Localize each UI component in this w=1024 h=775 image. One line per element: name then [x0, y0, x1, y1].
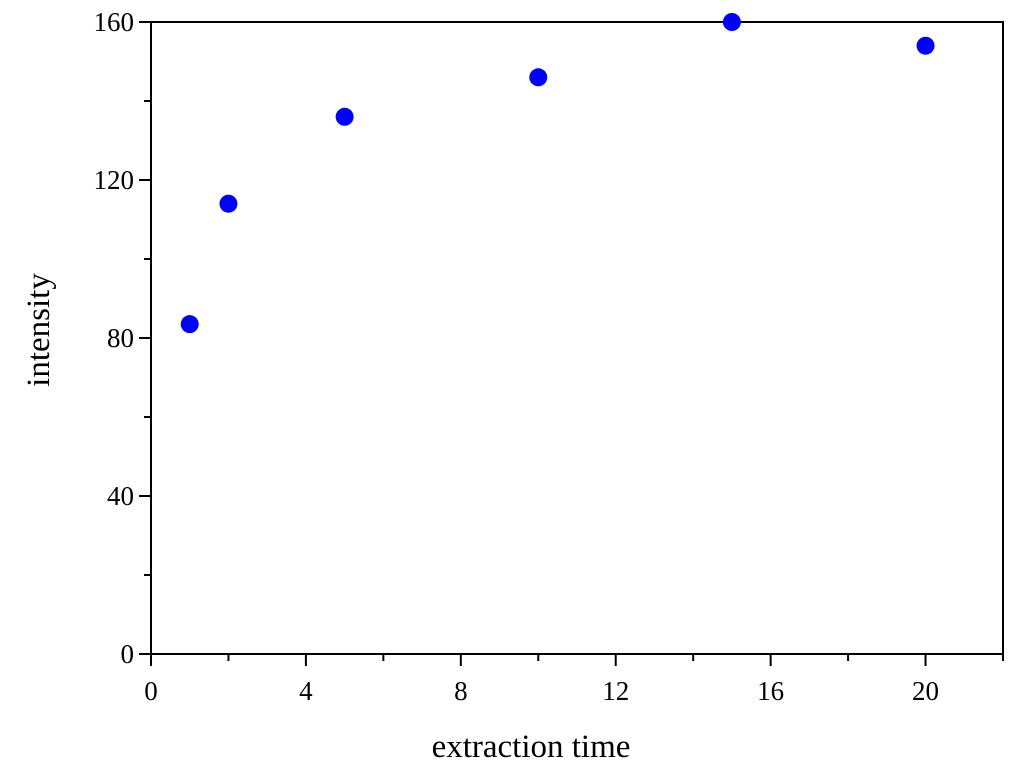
x-tick-label: 20	[912, 676, 939, 706]
data-point	[180, 315, 199, 334]
data-point	[722, 13, 741, 31]
data-point	[529, 68, 548, 87]
data-point	[916, 36, 935, 55]
y-axis-title: intensity	[21, 273, 57, 387]
data-points	[180, 13, 935, 334]
x-tick-label: 8	[454, 676, 468, 706]
x-tick-label: 16	[757, 676, 784, 706]
x-tick-label: 0	[144, 676, 158, 706]
data-point	[219, 194, 238, 213]
x-tick-label: 12	[602, 676, 629, 706]
y-tick-label: 0	[121, 639, 135, 669]
y-tick-label: 120	[94, 165, 135, 195]
x-tick-label: 4	[299, 676, 313, 706]
y-tick-label: 40	[107, 481, 134, 511]
y-tick-label: 160	[94, 7, 135, 37]
x-axis-title: extraction time	[432, 729, 631, 765]
data-point	[335, 107, 354, 126]
axes: 0 4 8 12 16 20 0 40 80 120 160	[94, 7, 1004, 706]
y-tick-label: 80	[107, 323, 134, 353]
